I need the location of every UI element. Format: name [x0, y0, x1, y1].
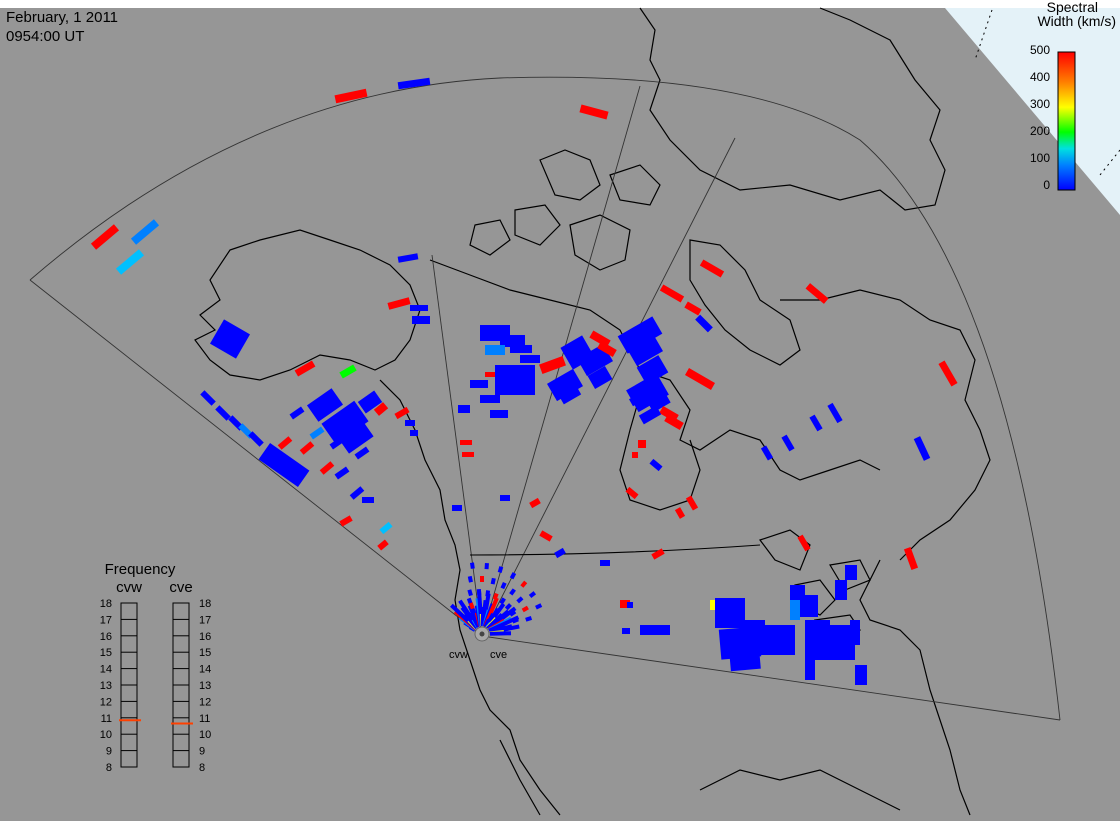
frequency-tick: 12	[100, 696, 112, 708]
echo-cell	[490, 410, 508, 418]
echo-cell	[627, 602, 633, 608]
echo-cell	[500, 495, 510, 501]
frequency-tick: 10	[199, 729, 211, 741]
echo-cell	[600, 560, 610, 566]
frequency-tick: 9	[199, 746, 205, 758]
echo-cell	[480, 576, 484, 582]
echo-cell	[632, 452, 638, 458]
colorbar-tick: 400	[1030, 70, 1050, 84]
frequency-tick: 9	[106, 746, 112, 758]
echo-cell	[410, 430, 418, 436]
frequency-tick: 15	[100, 647, 112, 659]
colorbar-gradient	[1058, 52, 1075, 190]
echo-cell	[405, 420, 415, 426]
site-label-cvw: cvw	[449, 649, 468, 661]
echo-cell	[729, 649, 761, 672]
echo-cell	[485, 345, 505, 355]
colorbar-tick: 0	[1043, 178, 1050, 192]
frequency-tick: 18	[199, 598, 211, 610]
frequency-tick: 15	[199, 647, 211, 659]
frequency-title: Frequency	[105, 561, 176, 578]
echo-cell	[520, 355, 540, 363]
frequency-tick: 11	[101, 713, 112, 725]
frequency-radar-cvw: cvw	[116, 579, 142, 596]
frequency-tick: 8	[199, 762, 205, 774]
echo-cell	[715, 598, 745, 628]
echo-cell	[805, 620, 830, 660]
echo-cell	[510, 345, 532, 353]
echo-cell	[477, 589, 481, 595]
frequency-tick: 17	[100, 614, 112, 626]
frequency-tick: 16	[100, 631, 112, 643]
frequency-tick: 13	[199, 680, 211, 692]
echo-cell	[485, 563, 489, 569]
echo-cell	[855, 665, 867, 685]
site-label-cve: cve	[490, 649, 507, 661]
frequency-tick: 14	[100, 664, 112, 676]
date-label: February, 1 2011	[6, 9, 118, 26]
echo-cell	[640, 625, 670, 635]
echo-cell	[485, 372, 495, 377]
colorbar-tick: 500	[1030, 43, 1050, 57]
echo-cell	[850, 620, 860, 645]
echo-cell	[800, 595, 818, 617]
frequency-tick: 16	[199, 631, 211, 643]
echo-cell	[490, 633, 511, 634]
colorbar-tick: 200	[1030, 124, 1050, 138]
echo-cell	[470, 562, 475, 568]
echo-cell	[835, 580, 847, 600]
frequency-tick: 12	[199, 696, 211, 708]
frequency-tick: 14	[199, 664, 211, 676]
colorbar-tick: 300	[1030, 97, 1050, 111]
colorbar-tick: 100	[1030, 151, 1050, 165]
echo-cell	[410, 305, 428, 311]
echo-cell	[805, 660, 815, 680]
echo-cell	[638, 440, 646, 448]
echo-cell	[845, 565, 857, 580]
echo-cell	[462, 452, 474, 457]
echo-cell	[460, 440, 472, 445]
echo-cell	[412, 316, 430, 324]
frequency-tick: 17	[199, 614, 211, 626]
echo-cell	[452, 505, 462, 511]
frequency-tick: 8	[106, 762, 112, 774]
echo-cell	[775, 625, 795, 655]
echo-cell	[760, 625, 775, 655]
colorbar-title-line2: Width (km/s)	[1037, 13, 1116, 29]
frequency-radar-cve: cve	[169, 579, 192, 596]
frequency-tick: 11	[199, 713, 210, 725]
frequency-tick: 10	[100, 729, 112, 741]
time-label: 0954:00 UT	[6, 28, 84, 45]
echo-cell	[485, 590, 490, 596]
frequency-tick: 13	[100, 680, 112, 692]
echo-cell	[790, 600, 800, 620]
echo-cell	[495, 365, 535, 395]
frequency-tick: 18	[100, 598, 112, 610]
echo-cell	[470, 380, 488, 388]
echo-cell	[622, 628, 630, 634]
echo-cell	[458, 405, 470, 413]
echo-cell	[480, 395, 500, 403]
echo-cell	[362, 497, 374, 503]
